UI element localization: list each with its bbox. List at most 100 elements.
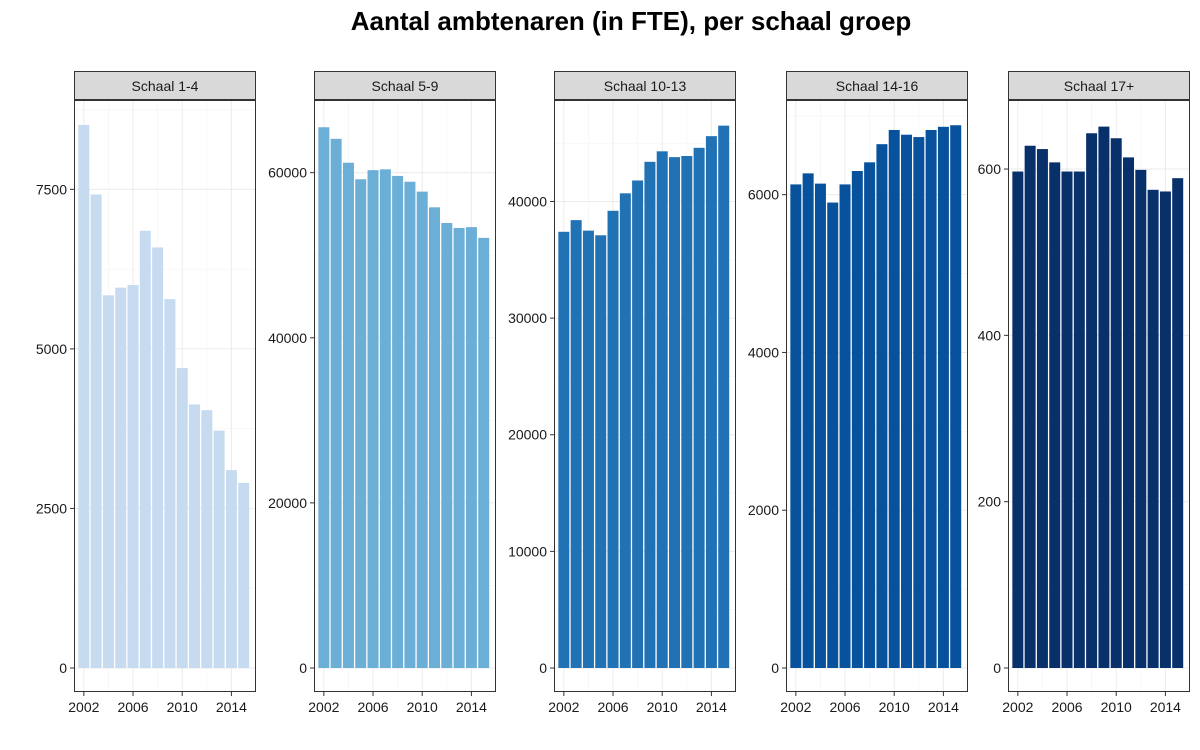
bar [392,175,404,668]
bar [225,470,237,668]
bar [669,157,681,668]
x-tick-label: 2002 [780,699,811,715]
x-tick-label: 2006 [117,699,148,715]
x-tick-label: 2002 [548,699,579,715]
panel-border [554,100,736,692]
facet-label: Schaal 5-9 [372,78,439,94]
bar [913,137,925,669]
bar [851,171,863,668]
bar [330,138,342,669]
bar [404,181,416,669]
bar [1172,178,1184,668]
bar [607,210,619,668]
bar [115,287,127,668]
bar [656,151,668,669]
x-tick-label: 2010 [167,699,198,715]
bar [453,227,465,668]
bar [864,162,876,669]
bar [213,430,225,668]
y-tick-label: 20000 [268,495,307,511]
bar [827,202,839,669]
bar [937,126,949,669]
facet-label: Schaal 1-4 [132,78,199,94]
y-tick-label: 600 [978,161,1002,177]
bar [1159,191,1171,669]
bar [595,235,607,668]
x-tick-label: 2006 [357,699,388,715]
x-tick-label: 2010 [647,699,678,715]
chart-title: Aantal ambtenaren (in FTE), per schaal g… [350,6,912,36]
panel-border [314,100,496,692]
y-tick-label: 4000 [748,344,779,360]
bar [1135,169,1147,669]
bar [367,170,379,668]
facet-panel: Schaal 5-9 0 20000 40000 60000 2002 2006 2010 20… [268,71,496,715]
bar [693,147,705,668]
x-tick-label: 2006 [829,699,860,715]
x-tick-label: 2014 [928,699,959,715]
facet-strip [786,71,968,100]
facet-strip [314,71,496,100]
y-tick-label: 2500 [36,500,67,516]
y-tick-label: 0 [299,660,307,676]
facet-label: Schaal 14-16 [836,78,919,94]
bar [925,129,937,668]
y-tick-label: 6000 [748,187,779,203]
bar [1073,171,1085,668]
y-tick-label: 40000 [268,330,307,346]
bar [102,295,114,668]
panel-border [74,100,256,692]
bar [632,180,644,668]
x-tick-label: 2014 [696,699,727,715]
bar [238,482,250,668]
y-tick-label: 0 [993,660,1001,676]
bar [901,134,913,668]
y-tick-label: 0 [59,660,67,676]
bar [176,368,188,668]
x-tick-label: 2010 [1101,699,1132,715]
facet-label: Schaal 10-13 [604,78,687,94]
bar [478,237,490,669]
y-tick-label: 60000 [268,165,307,181]
bar [1012,171,1024,668]
bar [1024,145,1036,668]
bar [1123,157,1135,668]
bar [681,155,693,668]
x-tick-label: 2002 [308,699,339,715]
bar [78,124,90,668]
x-tick-label: 2010 [407,699,438,715]
x-tick-label: 2002 [68,699,99,715]
y-tick-label: 0 [771,660,779,676]
bar [465,227,477,669]
bar [429,207,441,669]
bar [355,179,367,669]
bar [950,125,962,668]
bar [802,173,814,668]
bar [127,285,139,668]
bar [1086,133,1098,668]
bar [839,184,851,668]
panel-border [786,100,968,692]
facet-strip [554,71,736,100]
bar [1061,171,1073,668]
y-tick-label: 40000 [508,193,547,209]
y-tick-label: 30000 [508,310,547,326]
bar [558,231,570,668]
y-tick-label: 200 [978,494,1002,510]
bar [441,223,453,668]
facet-panel: Schaal 10-13 0 10000 20000 30000 40000 2002 200… [508,71,736,715]
bar [1036,149,1048,668]
x-tick-label: 2002 [1002,699,1033,715]
bar [201,410,213,668]
x-tick-label: 2006 [597,699,628,715]
bar [570,220,582,669]
facet-strip [74,71,256,100]
bar [1049,162,1061,668]
facet-label: Schaal 17+ [1064,78,1134,94]
bar [164,299,176,668]
facet-panel: Schaal 17+ 0 200 400 600 2002 2006 2010 2014 [978,71,1190,715]
bar [416,191,428,669]
bar [876,144,888,668]
bar [1147,189,1159,668]
